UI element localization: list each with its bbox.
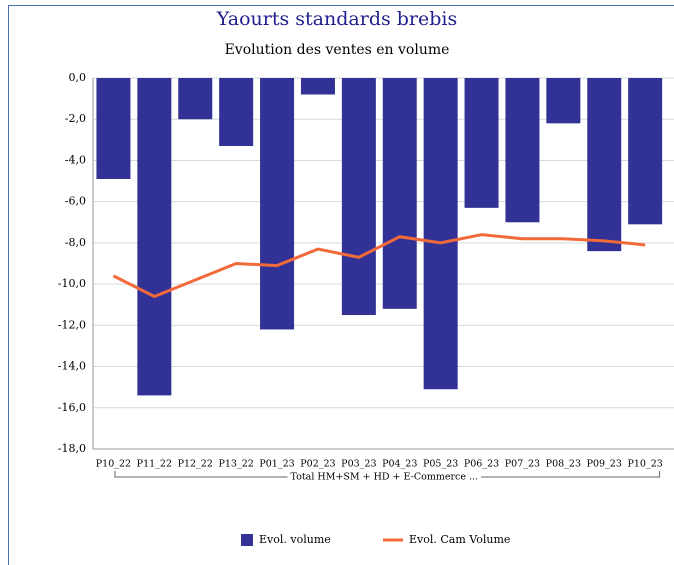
bar [178, 78, 213, 120]
x-tick-label: P10_22 [96, 459, 131, 470]
legend-swatch [241, 534, 253, 546]
line [112, 233, 646, 299]
x-tick-label: P12_22 [178, 459, 213, 470]
x-tick-label: P08_23 [546, 459, 581, 470]
bar [546, 78, 581, 124]
y-tick-label: -2,0 [65, 112, 86, 125]
x-tick-label: P10_23 [627, 459, 662, 470]
legend-label: Evol. volume [259, 533, 331, 546]
group-label: Total HM+SM + HD + E-Commerce ... [291, 472, 478, 483]
x-tick-label: P04_23 [382, 459, 417, 470]
y-tick-label: -14,0 [58, 360, 86, 373]
x-tick-label: P06_23 [464, 459, 499, 470]
group-label-bg [287, 471, 482, 483]
x-tick-label: P05_23 [423, 459, 458, 470]
bar [464, 78, 499, 208]
bar [505, 78, 540, 223]
y-tick-label: 0,0 [69, 71, 87, 84]
bar [96, 78, 131, 179]
y-tick-label: -10,0 [58, 277, 86, 290]
x-tick-label: P01_23 [259, 459, 294, 470]
x-tick-label: P03_23 [341, 459, 376, 470]
bar [219, 78, 254, 147]
x-tick-label: P13_22 [218, 459, 253, 470]
x-tick-label: P02_23 [300, 459, 335, 470]
bar [628, 78, 663, 225]
y-tick-label: -16,0 [58, 401, 86, 414]
bar [423, 78, 458, 390]
x-tick-label: P09_23 [587, 459, 622, 470]
bar [382, 78, 417, 309]
x-tick-label: P07_23 [505, 459, 540, 470]
bar [137, 78, 172, 396]
frame [8, 5, 674, 565]
y-tick-label: -18,0 [58, 442, 86, 455]
y-tick-label: -12,0 [58, 318, 86, 331]
y-tick-label: -4,0 [65, 153, 86, 166]
chart-subtitle: Evolution des ventes en volume [225, 42, 450, 58]
y-tick-label: -6,0 [65, 195, 86, 208]
y-tick-label: -8,0 [65, 236, 86, 249]
bar [587, 78, 622, 252]
bar [260, 78, 295, 330]
x-tick-label: P11_22 [137, 459, 172, 470]
bar [300, 78, 335, 95]
chart-title: Yaourts standards brebis [216, 8, 458, 30]
legend-label: Evol. Cam Volume [409, 533, 510, 546]
bar [341, 78, 376, 316]
